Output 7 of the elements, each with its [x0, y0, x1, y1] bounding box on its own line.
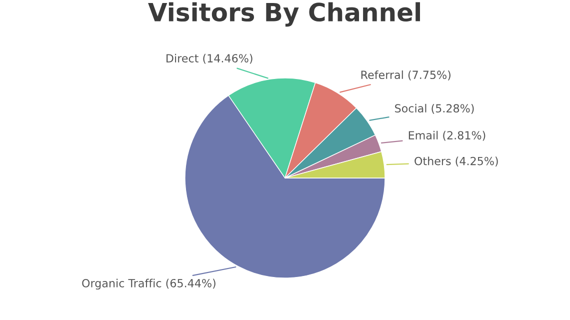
- slice-label: Others (4.25%): [414, 156, 498, 167]
- slice-label: Social (5.28%): [395, 104, 474, 114]
- chart-title: Visitors By Channel: [148, 2, 420, 27]
- slice-label: Email (2.81%): [408, 130, 486, 141]
- slice-label: Referral (7.75%): [361, 70, 450, 80]
- slice-label: Organic Traffic (65.44%): [82, 278, 216, 290]
- slice-label: Direct (14.46%): [166, 54, 252, 64]
